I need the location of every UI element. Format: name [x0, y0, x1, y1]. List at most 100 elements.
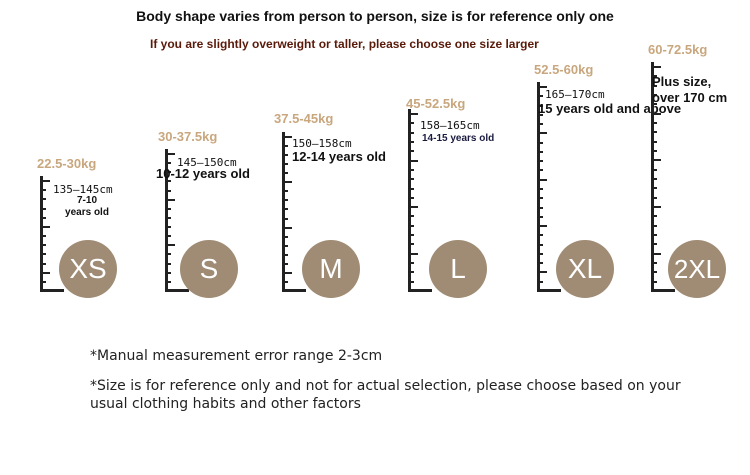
ruler-tick — [40, 216, 46, 219]
size-badge-2xl: 2XL — [668, 240, 726, 298]
ruler-tick — [165, 216, 171, 219]
ruler-tick — [408, 280, 414, 283]
ruler-tick — [282, 172, 288, 175]
ruler-tick — [282, 235, 288, 238]
ruler-tick — [408, 215, 414, 218]
ruler-tick — [651, 271, 657, 274]
height-label: Plus size, over 170 cm — [652, 74, 728, 105]
ruler-tick — [165, 153, 175, 155]
age-label: 15 years old and above — [538, 101, 682, 116]
ruler-tick — [651, 206, 661, 208]
ruler-tick — [282, 271, 292, 274]
ruler-tick — [165, 162, 171, 165]
ruler-tick — [40, 180, 50, 182]
ruler-tick — [537, 197, 543, 200]
ruler-tick — [537, 178, 547, 181]
ruler-tick — [40, 244, 46, 247]
ruler-tick — [651, 103, 657, 106]
weight-label: 60-72.5kg — [648, 42, 708, 57]
ruler-tick — [408, 131, 414, 134]
ruler-tick — [537, 141, 543, 144]
ruler-tick — [408, 262, 414, 265]
age-label: 7-10 years old — [65, 195, 109, 218]
ruler-tick — [408, 140, 414, 143]
ruler-tick — [40, 280, 46, 283]
ruler-tick — [40, 235, 46, 237]
ruler-tick — [651, 112, 661, 115]
ruler-tick — [537, 206, 543, 209]
ruler-tick — [651, 94, 657, 96]
ruler-tick — [165, 235, 171, 238]
ruler-tick — [537, 271, 547, 274]
ruler-tick — [651, 252, 661, 255]
note-error-range: *Manual measurement error range 2-3cm — [90, 348, 383, 364]
ruler-tick — [282, 190, 288, 193]
ruler-tick — [651, 150, 657, 152]
ruler-tick — [651, 262, 657, 264]
ruler-tick — [282, 154, 288, 157]
weight-label: 22.5-30kg — [37, 156, 97, 171]
ruler-tick — [651, 178, 657, 180]
ruler-tick — [651, 243, 657, 246]
ruler-tick — [408, 150, 414, 153]
ruler-tick — [537, 95, 543, 98]
ruler-tick — [537, 280, 543, 283]
ruler-tick — [408, 196, 414, 199]
ruler-tick — [537, 150, 543, 153]
ruler-tick — [537, 225, 547, 228]
page-subtitle: If you are slightly overweight or taller… — [150, 37, 539, 51]
note-reference: *Size is for reference only and not for … — [90, 378, 681, 412]
ruler-tick — [651, 234, 657, 236]
ruler — [537, 82, 561, 292]
height-label: 135—145cm — [53, 183, 113, 196]
ruler-tick — [165, 262, 171, 265]
ruler-tick — [40, 207, 46, 210]
size-badge-l: L — [429, 240, 487, 298]
ruler-tick — [282, 136, 292, 138]
ruler-tick — [282, 163, 288, 166]
ruler-tick — [537, 86, 547, 88]
ruler-tick — [40, 225, 50, 228]
ruler-tick — [537, 160, 543, 163]
weight-label: 37.5-45kg — [274, 111, 334, 126]
ruler-tick — [40, 253, 46, 256]
ruler-tick — [537, 188, 543, 190]
ruler-tick — [408, 113, 418, 115]
ruler-tick — [537, 123, 543, 126]
ruler-tick — [537, 262, 543, 265]
ruler-tick — [165, 280, 171, 283]
age-label: 14-15 years old — [422, 133, 495, 144]
ruler-tick — [537, 132, 547, 135]
size-badge-s: S — [180, 240, 238, 298]
size-badge-xl: XL — [556, 240, 614, 298]
ruler-tick — [282, 145, 288, 148]
ruler-tick — [537, 104, 543, 107]
size-badge-xs: XS — [59, 240, 117, 298]
height-label: 165—170cm — [545, 88, 605, 101]
ruler-tick — [651, 187, 657, 190]
ruler-tick — [165, 198, 175, 201]
ruler-tick — [408, 159, 418, 162]
ruler-tick — [40, 198, 46, 201]
ruler — [165, 149, 189, 292]
ruler-tick — [282, 262, 288, 265]
ruler-tick — [651, 280, 657, 283]
ruler-tick — [408, 271, 414, 274]
ruler-tick — [537, 243, 543, 246]
ruler-tick — [282, 181, 292, 184]
height-label: 145—150cm — [177, 156, 237, 169]
ruler-tick — [165, 226, 171, 229]
ruler-tick — [651, 122, 657, 124]
ruler-tick — [40, 262, 46, 265]
height-label: 158—165cm — [420, 119, 480, 132]
ruler-tick — [651, 196, 657, 199]
ruler-tick — [408, 168, 414, 171]
ruler-tick — [651, 159, 661, 162]
ruler — [282, 132, 306, 292]
ruler — [408, 109, 432, 292]
ruler-tick — [537, 169, 543, 172]
ruler-tick — [165, 244, 175, 247]
weight-label: 30-37.5kg — [158, 129, 218, 144]
ruler-tick — [408, 187, 414, 190]
age-label: 10-12 years old — [156, 166, 250, 181]
